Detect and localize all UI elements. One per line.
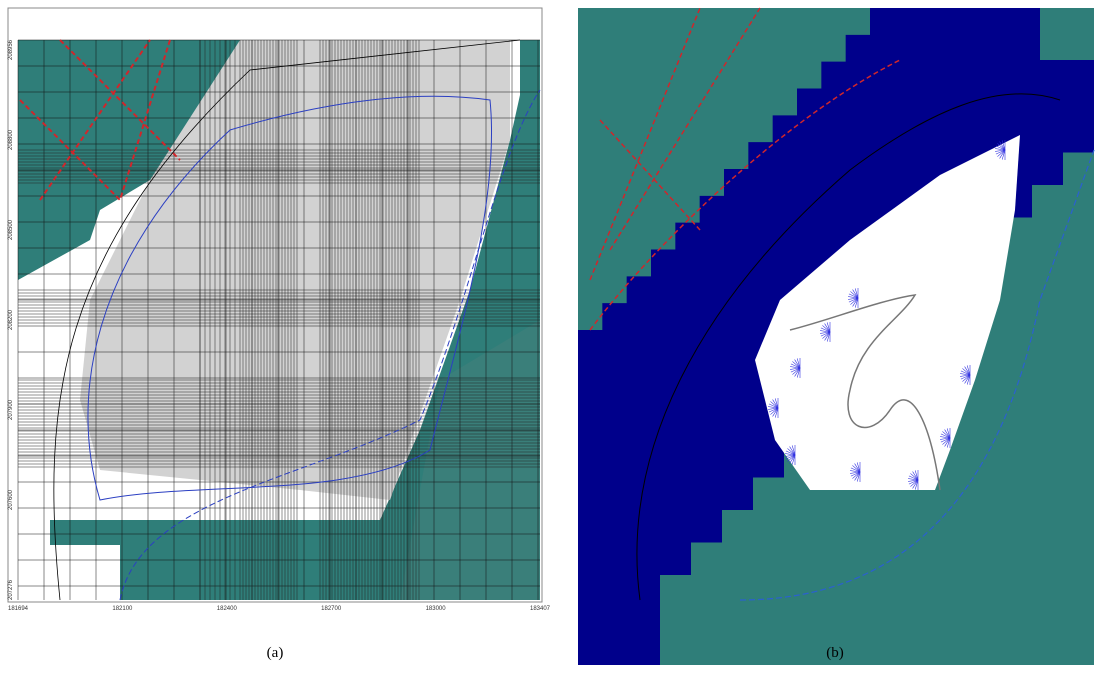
panel-a: 181694 182100 182400 182700 183000 183407 2089… [8,8,551,661]
x-label: 183000 [426,606,447,612]
y-label: 208500 [8,219,14,240]
x-label: 182400 [217,606,238,612]
caption: (b) [826,645,844,661]
y-label: 207600 [8,489,14,510]
y-label: 208956 [8,39,14,60]
y-label: 208200 [8,309,14,330]
x-label: 182100 [112,606,133,612]
caption: (a) [267,645,284,661]
y-label: 207276 [8,579,14,600]
teal-cells [1040,8,1094,60]
y-label: 208800 [8,129,14,150]
x-label: 183407 [530,606,551,612]
teal-cells [50,520,150,545]
figure: 181694 182100 182400 182700 183000 183407 2089… [0,0,1096,675]
panel-b: (b) [578,8,1094,665]
x-label: 181694 [8,606,29,612]
x-label: 182700 [321,606,342,612]
y-label: 207900 [8,399,14,420]
